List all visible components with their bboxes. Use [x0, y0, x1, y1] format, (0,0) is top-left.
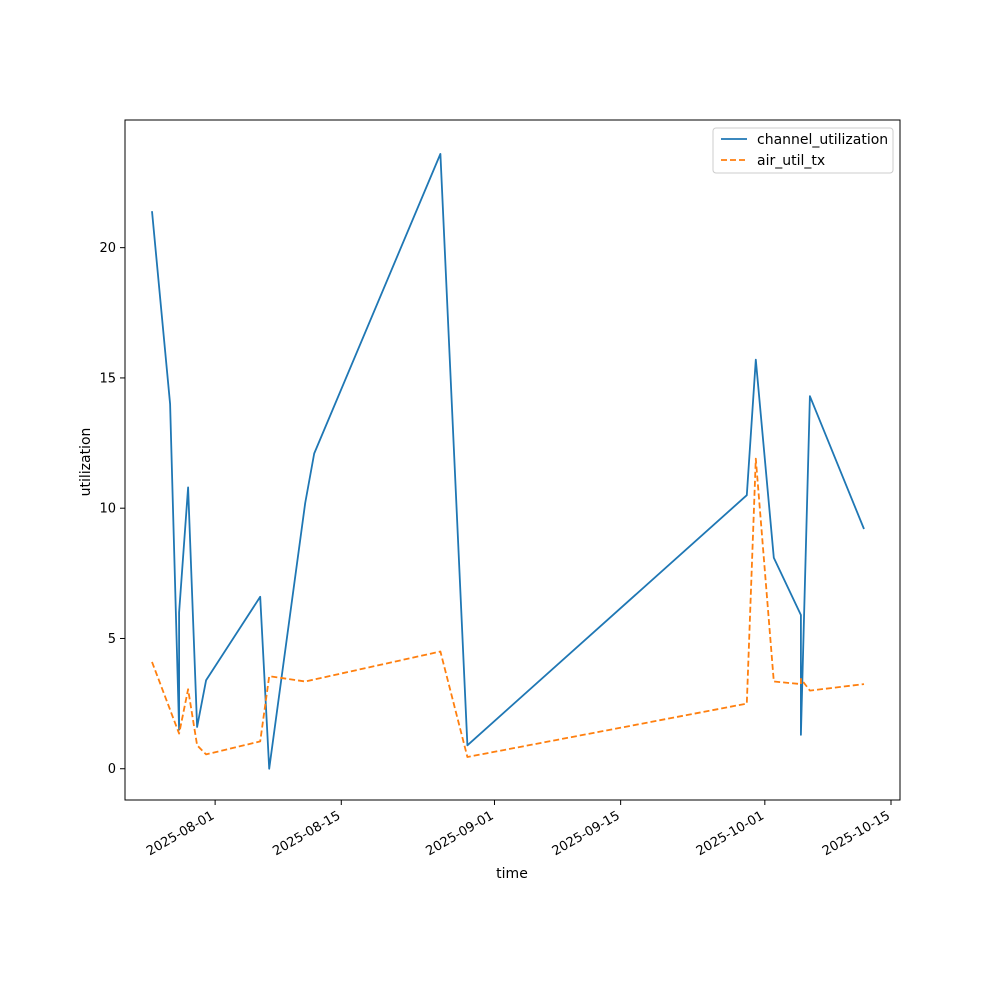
x-axis-ticks: 2025-08-01 2025-08-15 2025-09-01 2025-09-15… [144, 800, 893, 859]
y-tick-label: 0 [108, 762, 116, 777]
x-tick-label: 2025-10-01 [694, 808, 767, 859]
y-tick-label: 5 [108, 632, 116, 647]
plot-frame [124, 119, 901, 801]
y-tick-label: 20 [99, 241, 116, 256]
legend-label-air-util-tx: air_util_tx [757, 153, 825, 169]
y-tick-label: 10 [99, 502, 116, 517]
legend-box [712, 127, 894, 174]
x-tick-label: 2025-09-01 [424, 808, 497, 859]
y-axis-ticks: 0 5 10 15 20 [99, 241, 125, 777]
y-tick-label: 15 [99, 371, 116, 386]
x-tick-label: 2025-08-15 [270, 808, 343, 859]
x-tick-label: 2025-08-01 [144, 808, 217, 859]
x-tick-label: 2025-09-15 [550, 808, 623, 859]
y-axis-label: utilization [78, 428, 94, 497]
legend: channel_utilization air_util_tx [712, 127, 894, 174]
series-line-channel-utilization [151, 152, 865, 770]
series-layer [151, 152, 865, 770]
x-axis-label: time [496, 866, 528, 882]
series-line-air-util-tx [151, 457, 865, 758]
x-tick-label: 2025-10-15 [820, 808, 893, 859]
legend-label-channel-utilization: channel_utilization [757, 132, 888, 148]
